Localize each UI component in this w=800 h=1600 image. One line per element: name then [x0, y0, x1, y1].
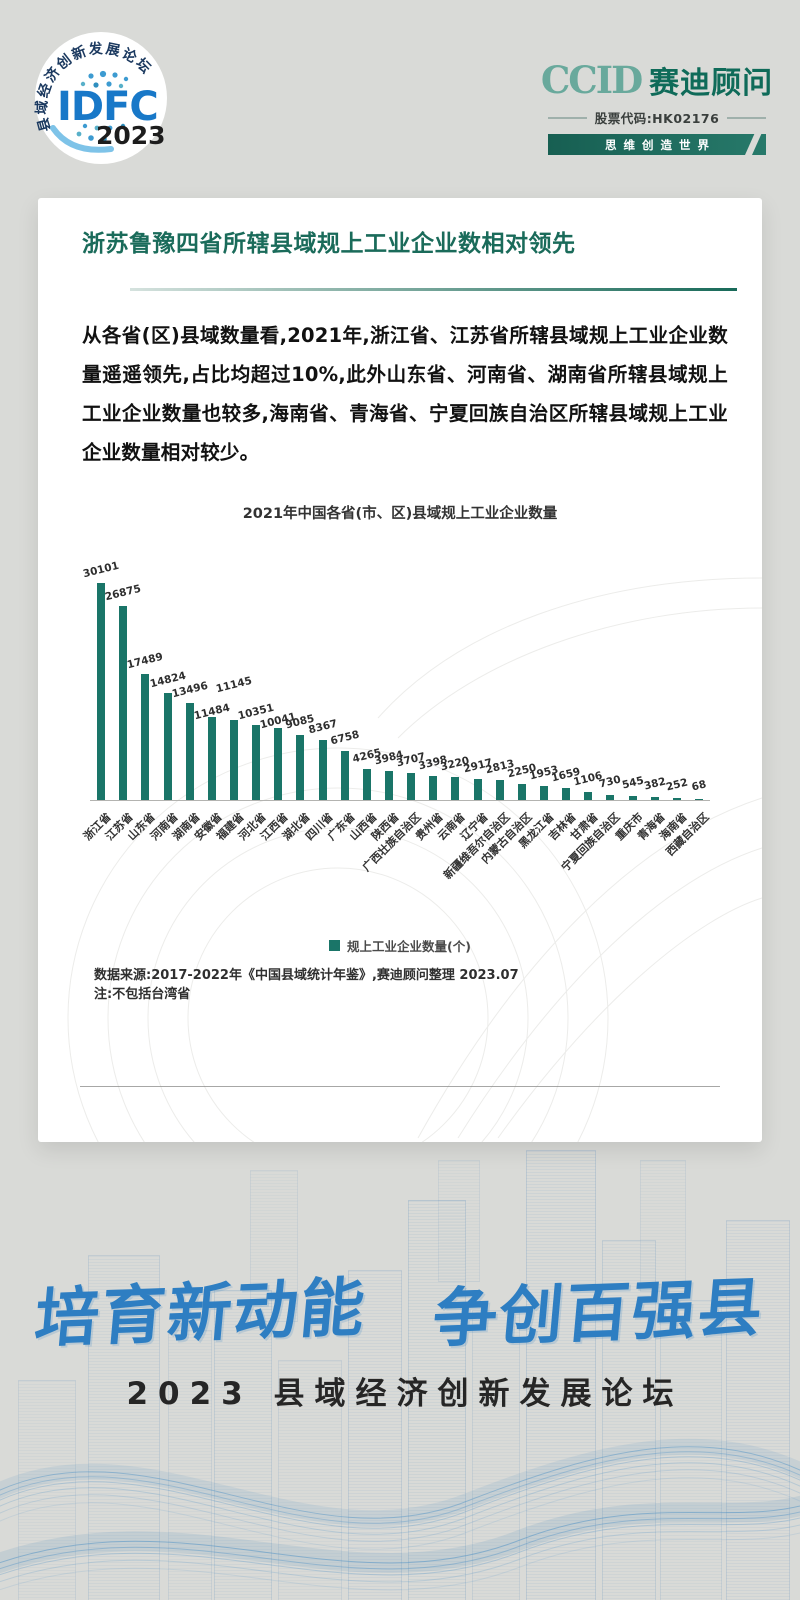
idfc-acronym: IDFC	[57, 84, 158, 130]
bar	[97, 583, 106, 800]
stock-code-row: 股票代码:HK02176	[548, 108, 767, 127]
bar	[562, 788, 571, 800]
ccid-slogan-bar: 思维创造世界	[548, 134, 766, 155]
bar	[141, 674, 150, 800]
bar	[296, 735, 305, 800]
source-line-1: 数据来源:2017-2022年《中国县域统计年鉴》,赛迪顾问整理 2023.07	[94, 968, 519, 983]
stock-left-rule	[548, 116, 587, 119]
bar	[119, 606, 128, 800]
source-line-2: 注:不包括台湾省	[94, 987, 191, 1002]
summary-paragraph: 从各省(区)县域数量看,2021年,浙江省、江苏省所辖县域规上工业企业数量遥遥领…	[82, 324, 728, 464]
bar	[584, 792, 593, 800]
chart-title: 2021年中国各省(市、区)县域规上工业企业数量	[242, 506, 558, 522]
building-wireframe	[640, 1160, 686, 1292]
bar	[672, 798, 681, 800]
building-wireframe	[438, 1160, 480, 1282]
bar	[340, 751, 349, 800]
legend-swatch	[329, 940, 341, 951]
bar	[207, 717, 216, 800]
bar	[517, 784, 526, 800]
building-wireframe	[348, 1270, 402, 1600]
x-axis-labels: 浙江省 江苏省 山东省 河南省 湖南省 安徽省 福建省 河北省 江西省 湖北省 四川省 广东省 山西省陕…	[81, 801, 711, 931]
bar	[407, 773, 416, 800]
stock-right-rule	[727, 116, 767, 119]
bar	[185, 703, 194, 800]
title-underline-rule	[130, 288, 737, 291]
ccid-logo-row: CCID 赛迪顾问	[541, 58, 772, 102]
building-wireframe	[250, 1170, 298, 1322]
idfc-year: 2023	[96, 121, 166, 150]
building-wireframe	[602, 1240, 656, 1600]
slogan-part-2: 争创百强县	[429, 1271, 768, 1357]
bar	[694, 799, 703, 800]
card-bottom-rule	[80, 1086, 720, 1087]
ccid-logo-block: CCID 赛迪顾问 股票代码:HK02176 思维创造世界	[541, 58, 772, 155]
bar	[628, 796, 637, 800]
data-source-note: 数据来源:2017-2022年《中国县域统计年鉴》,赛迪顾问整理 2023.07…	[94, 966, 519, 1004]
chart-legend: 规上工业企业数量(个)	[38, 936, 762, 955]
bar	[539, 786, 548, 800]
bar	[473, 779, 482, 800]
ccid-slogan-text: 思维创造世界	[605, 137, 716, 152]
bar	[384, 771, 393, 800]
bar	[252, 725, 261, 800]
bar	[650, 797, 659, 800]
wave-decoration	[0, 1380, 800, 1598]
bar	[362, 769, 371, 800]
campaign-slogan: 培育新动能 争创百强县	[0, 1262, 800, 1356]
bar	[495, 780, 504, 800]
bar	[163, 693, 172, 800]
bar	[318, 740, 327, 800]
idfc-logo-circle	[35, 32, 167, 164]
idfc-logo-graphic: 县域经济创新发展论坛 IDFC 2023	[33, 32, 167, 164]
idfc-swoosh	[50, 125, 114, 153]
bar-chart-plot-area: 30101 26875 17489 14824 13496 11484 11145 10351…	[82, 560, 710, 801]
stock-code: 股票代码:HK02176	[594, 111, 720, 126]
bar-value-label: 11145	[214, 674, 254, 696]
forum-title: 2023 县域经济创新发展论坛	[126, 1376, 684, 1412]
card-title: 浙苏鲁豫四省所辖县域规上工业企业数相对领先	[82, 231, 576, 257]
slogan-part-1: 培育新动能	[31, 1271, 370, 1357]
bar	[451, 777, 460, 800]
ccid-chinese-name: 赛迪顾问	[649, 66, 774, 101]
bar	[606, 795, 615, 800]
bar	[274, 728, 283, 800]
ccid-latin-logotype: CCID	[540, 58, 643, 102]
legend-label: 规上工业企业数量(个)	[347, 939, 471, 954]
idfc-dots	[76, 70, 129, 142]
idfc-logo: 县域经济创新发展论坛 IDFC 2023	[33, 30, 169, 166]
bar	[229, 720, 238, 800]
bar	[429, 776, 438, 800]
content-card: 浙苏鲁豫四省所辖县域规上工业企业数相对领先 从各省(区)县域数量看,2021年,…	[38, 198, 762, 1142]
bar-value-label: 30101	[81, 559, 121, 581]
